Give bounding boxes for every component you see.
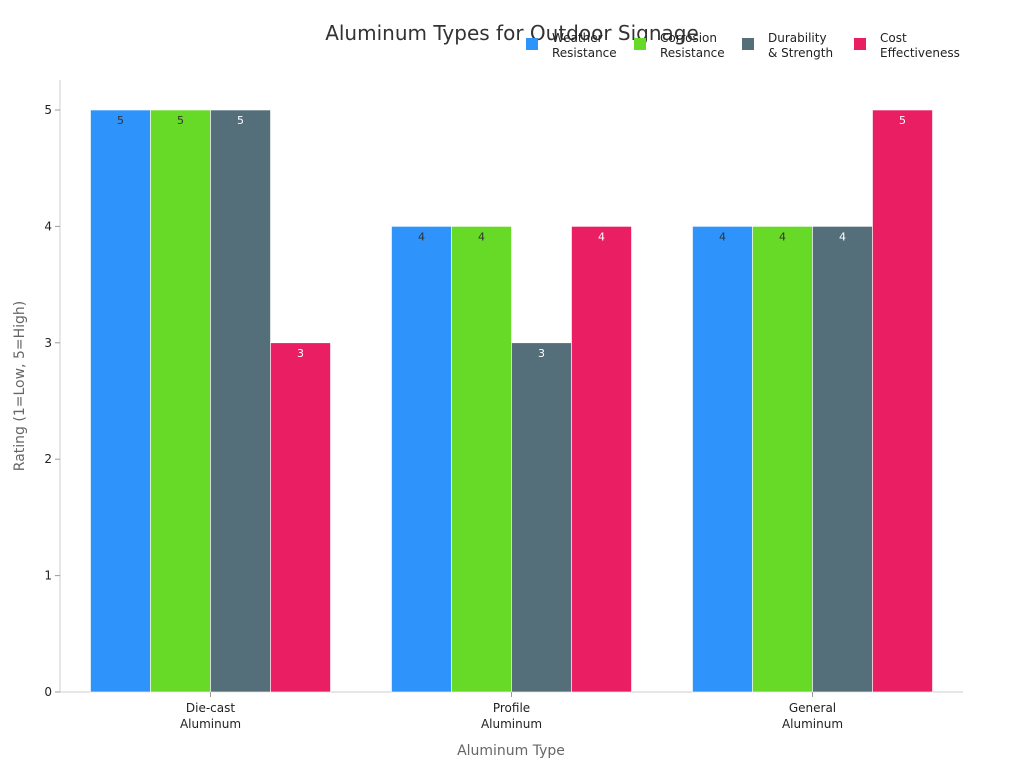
bar: [511, 342, 572, 693]
y-tick-label: 4: [44, 219, 52, 233]
x-tick-label: General Aluminum: [782, 701, 843, 731]
bar: [210, 109, 271, 693]
bar-value-label: 3: [297, 347, 304, 360]
bar: [692, 226, 753, 693]
bar: [391, 226, 452, 693]
bar: [451, 226, 512, 693]
plot-area: 0 1 2 3 4 5 5 5 5 3 Die-cast Aluminum 4 4 3 4 Profile Alu…: [44, 80, 963, 731]
legend-swatch: [634, 38, 646, 50]
y-tick-label: 3: [44, 336, 52, 350]
bar-value-label: 5: [177, 114, 184, 127]
bar-value-label: 4: [839, 230, 846, 243]
bar: [90, 109, 151, 693]
legend-label: Corrosion Resistance: [660, 31, 725, 60]
legend-item: Corrosion Resistance: [634, 31, 725, 60]
bar-value-label: 5: [899, 114, 906, 127]
y-axis-title: Rating (1=Low, 5=High): [12, 301, 28, 471]
legend-item: Weather Resistance: [526, 31, 617, 60]
legend-item: Cost Effectiveness: [854, 31, 960, 60]
y-tick-label: 1: [44, 569, 52, 583]
bar-value-label: 4: [719, 230, 726, 243]
bar-value-label: 4: [418, 230, 425, 243]
legend-label: Cost Effectiveness: [880, 31, 960, 60]
bar: [270, 342, 331, 693]
x-axis-title: Aluminum Type: [457, 743, 565, 759]
bar-value-label: 4: [478, 230, 485, 243]
legend: Weather Resistance Corrosion Resistance Dura…: [526, 31, 960, 60]
bar: [571, 226, 632, 693]
legend-label: Durability & Strength: [768, 31, 833, 60]
bar: [150, 109, 211, 693]
bar-value-label: 3: [538, 347, 545, 360]
bar-value-label: 4: [779, 230, 786, 243]
bar: [872, 109, 933, 693]
bar-value-label: 4: [598, 230, 605, 243]
y-tick-label: 5: [44, 103, 52, 117]
legend-swatch: [526, 38, 538, 50]
bar-value-label: 5: [117, 114, 124, 127]
bar: [812, 226, 873, 693]
y-tick-label: 0: [44, 685, 52, 699]
legend-swatch: [854, 38, 866, 50]
legend-item: Durability & Strength: [742, 31, 833, 60]
y-tick-label: 2: [44, 452, 52, 466]
bar: [752, 226, 813, 693]
legend-label: Weather Resistance: [552, 31, 617, 60]
bar-value-label: 5: [237, 114, 244, 127]
legend-swatch: [742, 38, 754, 50]
x-tick-label: Die-cast Aluminum: [180, 701, 241, 731]
x-tick-label: Profile Aluminum: [481, 701, 542, 731]
